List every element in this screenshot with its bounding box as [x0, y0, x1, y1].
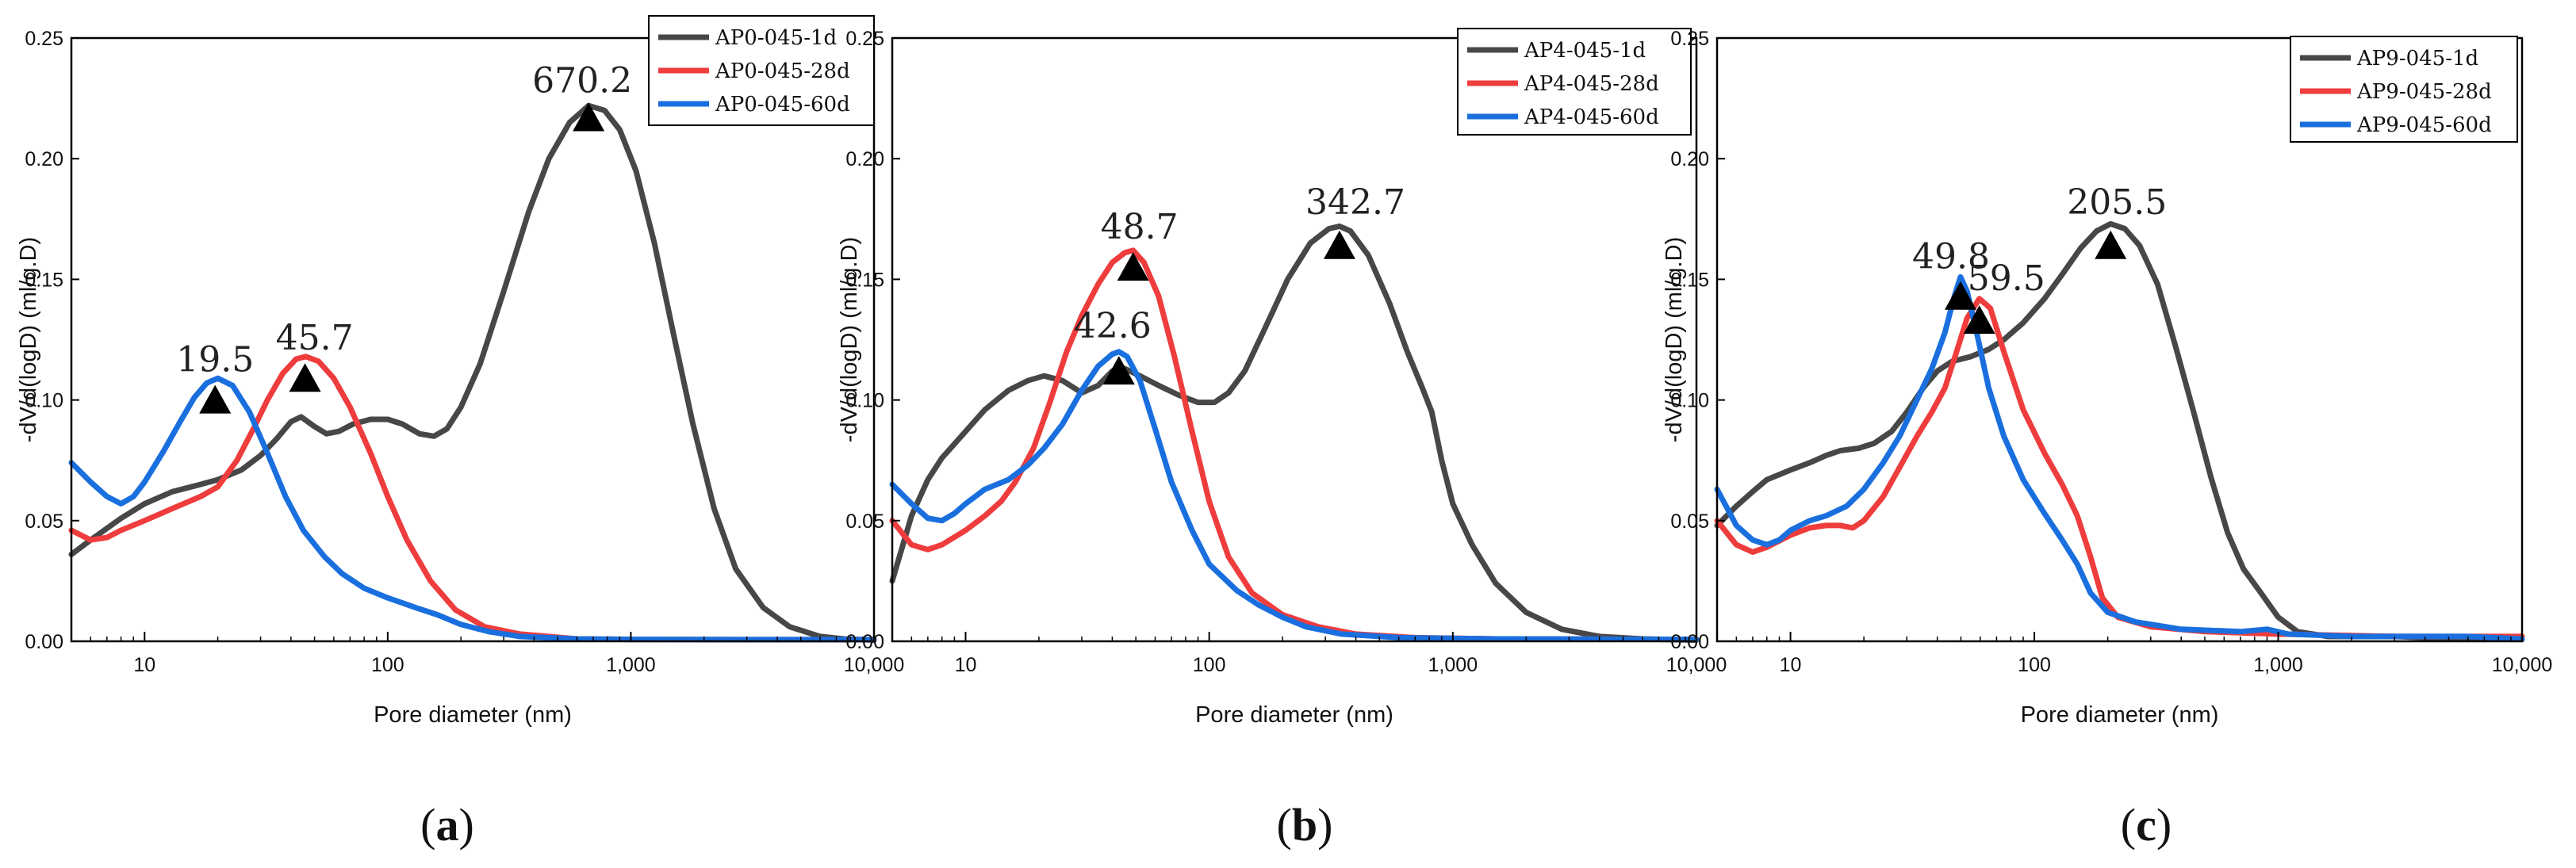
peak-label: 42.6	[1074, 306, 1152, 346]
x-tick-label: 1,000	[606, 654, 656, 676]
y-tick-label: 0.15	[25, 269, 63, 291]
y-tick-label: 0.05	[1670, 510, 1709, 533]
y-tick-label: 0.00	[25, 631, 63, 653]
x-tick-label: 100	[371, 654, 404, 676]
series-line-28d	[1714, 296, 2525, 640]
y-tick-label: 0.25	[25, 28, 63, 50]
caption-letter: c	[2136, 799, 2156, 851]
legend-entry: AP4-045-1d	[1524, 39, 1646, 63]
legend: AP0-045-1d AP0-045-28d AP0-045-60d	[648, 15, 875, 126]
caption-paren-open: (	[2121, 799, 2136, 851]
plot-frame	[70, 36, 876, 643]
legend-entry: AP4-045-60d	[1524, 105, 1659, 129]
y-tick-label: 0.20	[25, 148, 63, 170]
caption-paren-close: )	[459, 799, 474, 851]
caption-letter: a	[436, 799, 459, 851]
peak-marker	[1102, 356, 1135, 385]
chart-panel-a: 0.00 0.05 0.10 0.15 0.20 0.25 10 100 1,000 10,000…	[16, 15, 904, 851]
y-axis-label: -dV/d(logD) (ml/g.D)	[1662, 237, 1687, 442]
x-axis-label: Pore diameter (nm)	[1195, 702, 1393, 728]
series-line-28d	[889, 247, 1700, 643]
y-tick-label: 0.20	[1670, 148, 1709, 170]
y-tick-label: 0.20	[845, 148, 884, 170]
peak-label: 59.5	[1968, 258, 2045, 299]
y-tick-label: 0.15	[845, 269, 884, 291]
x-axis-label: Pore diameter (nm)	[2021, 702, 2219, 728]
legend-entry: AP9-045-28d	[2356, 80, 2492, 104]
x-tick-label: 10,000	[2492, 654, 2552, 676]
legend-entry: AP9-045-60d	[2356, 113, 2492, 137]
legend: AP9-045-1d AP9-045-28d AP9-045-60d	[2290, 36, 2518, 143]
x-axis-label: Pore diameter (nm)	[374, 702, 572, 728]
caption-letter: b	[1292, 799, 1317, 851]
x-tick-label: 10,000	[844, 654, 904, 676]
caption-paren-open: (	[420, 799, 435, 851]
y-axis-label: -dV/d(logD) (ml/g.D)	[837, 237, 862, 442]
y-tick-label: 0.15	[1670, 269, 1709, 291]
x-tick-label: 1,000	[1428, 654, 1478, 676]
series-line-1d	[889, 223, 1700, 643]
panel-caption: (c)	[2121, 799, 2172, 851]
y-tick-label: 0.05	[25, 510, 63, 533]
peak-label: 205.5	[2067, 182, 2167, 223]
legend-entry: AP0-045-28d	[715, 59, 850, 83]
peak-marker	[573, 102, 605, 132]
series-line-60d	[1714, 273, 2525, 642]
peak-marker	[199, 384, 232, 414]
peak-marker	[2095, 230, 2127, 259]
y-tick-label: 0.10	[845, 390, 884, 412]
legend-entry: AP9-045-1d	[2356, 47, 2478, 71]
panel-caption: (a)	[420, 799, 474, 851]
series-line-60d	[889, 349, 1700, 643]
peak-marker	[1944, 281, 1976, 310]
caption-paren-open: (	[1277, 799, 1292, 851]
plot-frame	[1715, 36, 2524, 643]
y-tick-label: 0.00	[1670, 631, 1709, 653]
peak-label: 48.7	[1101, 207, 1179, 247]
plot-frame	[891, 36, 1698, 643]
peak-label: 342.7	[1305, 182, 1405, 223]
legend-entry: AP0-045-1d	[715, 26, 837, 50]
y-tick-label: 0.00	[845, 631, 884, 653]
caption-paren-close: )	[1317, 799, 1332, 851]
peak-label: 19.5	[176, 340, 254, 380]
y-tick-label: 0.05	[845, 510, 884, 533]
x-tick-label: 10	[955, 654, 977, 676]
peak-marker	[1117, 252, 1149, 281]
peak-marker	[1963, 305, 1995, 335]
legend-entry: AP4-045-28d	[1524, 72, 1659, 96]
y-tick-label: 0.10	[1670, 390, 1709, 412]
series-line-60d	[68, 375, 877, 643]
caption-paren-close: )	[2156, 799, 2172, 851]
series-line-1d	[1714, 220, 2525, 643]
x-tick-label: 10,000	[1666, 654, 1727, 676]
peak-marker	[1323, 230, 1355, 259]
y-tick-label: 0.10	[25, 390, 63, 412]
x-tick-label: 10	[1780, 654, 1802, 676]
y-tick-label: 0.25	[845, 28, 884, 50]
x-tick-label: 100	[2018, 654, 2051, 676]
chart-panel-b: 0.00 0.05 0.10 0.15 0.20 0.25 10 100 1,000 10,000…	[837, 28, 1727, 851]
peak-marker	[289, 363, 321, 392]
y-tick-label: 0.25	[1670, 28, 1709, 50]
legend-entry: AP0-045-60d	[715, 93, 850, 117]
chart-panel-c: 0.00 0.05 0.10 0.15 0.20 0.25 10 100 1,000 10,000…	[1662, 28, 2552, 851]
series-line-28d	[68, 354, 877, 643]
panel-caption: (b)	[1277, 799, 1333, 851]
peak-label: 49.8	[1912, 237, 1990, 277]
series-line-1d	[68, 102, 877, 643]
x-tick-label: 10	[133, 654, 155, 676]
peak-label: 45.7	[276, 318, 354, 358]
legend: AP4-045-1d AP4-045-28d AP4-045-60d	[1457, 28, 1692, 136]
x-tick-label: 100	[1193, 654, 1226, 676]
y-axis-label: -dV/d(logD) (ml/g.D)	[16, 237, 41, 442]
x-tick-label: 1,000	[2253, 654, 2303, 676]
peak-label: 670.2	[532, 60, 632, 101]
